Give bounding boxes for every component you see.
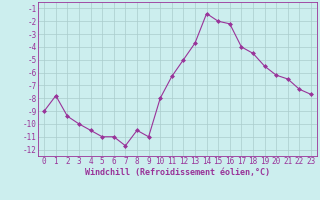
X-axis label: Windchill (Refroidissement éolien,°C): Windchill (Refroidissement éolien,°C)	[85, 168, 270, 177]
